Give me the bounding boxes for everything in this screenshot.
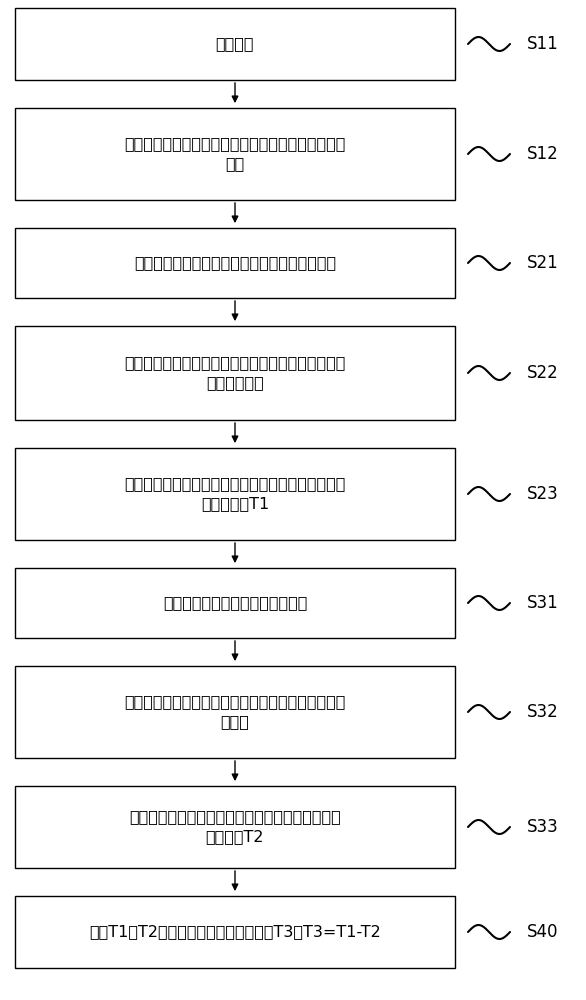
Text: S33: S33 <box>527 818 558 836</box>
Text: 根据T1和T2得到镀膜层的透射率增加值T3，T3=T1-T2: 根据T1和T2得到镀膜层的透射率增加值T3，T3=T1-T2 <box>89 924 381 940</box>
Text: S32: S32 <box>527 703 558 721</box>
Bar <box>15 666 455 758</box>
Text: S21: S21 <box>527 254 558 272</box>
Text: S31: S31 <box>527 594 558 612</box>
Text: S22: S22 <box>527 364 558 382</box>
Bar <box>15 568 455 638</box>
Text: 去除光伏玻璃的镀膜面上的镀膜层: 去除光伏玻璃的镀膜面上的镀膜层 <box>163 595 307 610</box>
Bar <box>15 448 455 540</box>
Text: 随机取样: 随机取样 <box>216 36 254 51</box>
Bar <box>15 8 455 80</box>
Text: 对光伏玻璃的非镀膜面进行研磨及抛光，以去除非镀
膜面的印花层: 对光伏玻璃的非镀膜面进行研磨及抛光，以去除非镀 膜面的印花层 <box>124 356 346 390</box>
Bar <box>15 896 455 968</box>
Text: 对样品进行切割，以切割出两块以上用于测试的光伏
玻璃: 对样品进行切割，以切割出两块以上用于测试的光伏 玻璃 <box>124 137 346 171</box>
Text: S12: S12 <box>527 145 558 163</box>
Text: S40: S40 <box>527 923 558 941</box>
Bar <box>15 228 455 298</box>
Text: 对光伏玻璃的镀膜面进行抛光处理，以去除镀膜面的
印花层: 对光伏玻璃的镀膜面进行抛光处理，以去除镀膜面的 印花层 <box>124 695 346 729</box>
Text: S23: S23 <box>527 485 558 503</box>
Text: 在抽取的光伏玻璃的镀膜面表面设置防水保护膜: 在抽取的光伏玻璃的镀膜面表面设置防水保护膜 <box>134 255 336 270</box>
Bar <box>15 326 455 420</box>
Text: 对所述去除非镀膜面的印花层的光伏玻璃进行透光率
测试，得到T1: 对所述去除非镀膜面的印花层的光伏玻璃进行透光率 测试，得到T1 <box>124 477 346 511</box>
Text: S11: S11 <box>527 35 558 53</box>
Bar <box>15 786 455 868</box>
Text: 对去除镀膜面的印花层后的光伏玻璃进行透光率测
试，得到T2: 对去除镀膜面的印花层后的光伏玻璃进行透光率测 试，得到T2 <box>129 810 341 844</box>
Bar <box>15 108 455 200</box>
